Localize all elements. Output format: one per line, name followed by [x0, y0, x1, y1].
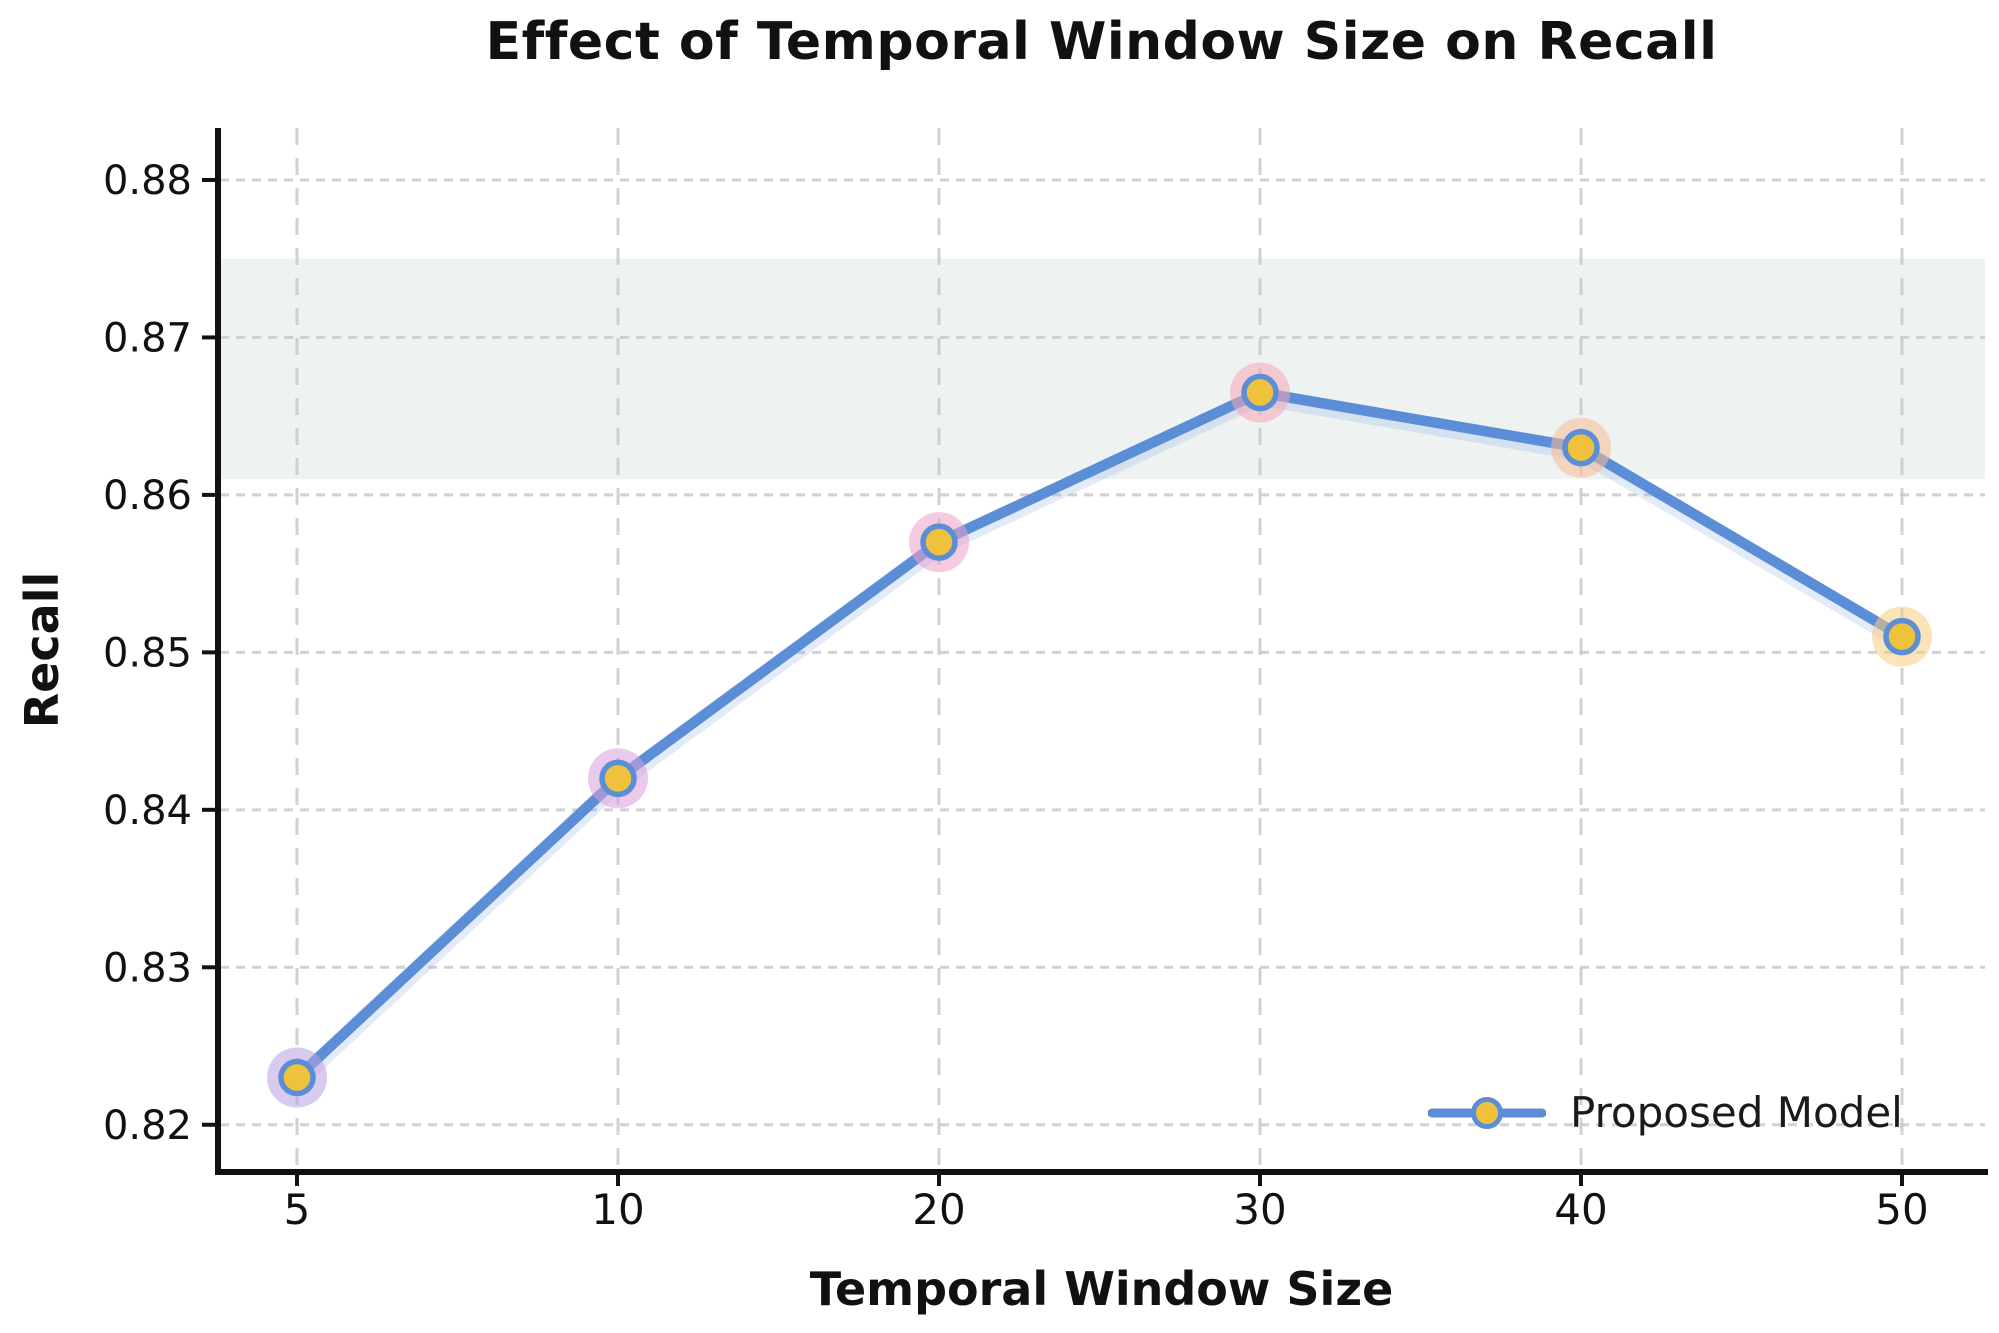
- x-tick-label: 50: [1875, 1185, 1928, 1234]
- y-tick-label: 0.83: [103, 945, 192, 991]
- x-tick-label: 10: [591, 1185, 644, 1234]
- x-axis-label: Temporal Window Size: [809, 1262, 1394, 1316]
- data-point-marker: [920, 523, 958, 561]
- legend: Proposed Model: [1428, 1082, 1903, 1144]
- data-point-marker: [599, 759, 637, 798]
- y-tick-label: 0.88: [103, 158, 192, 204]
- x-tick-label: 30: [1233, 1185, 1286, 1234]
- x-tick-label: 40: [1554, 1185, 1607, 1234]
- data-point-marker: [278, 1058, 316, 1097]
- x-tick-label: 5: [284, 1185, 311, 1234]
- y-tick-label: 0.82: [103, 1103, 192, 1149]
- highlight-band: [221, 258, 1985, 480]
- y-tick-label: 0.86: [103, 473, 192, 519]
- chart-title: Effect of Temporal Window Size on Recall: [485, 12, 1718, 72]
- y-tick-label: 0.84: [103, 788, 192, 834]
- series-line: [291, 387, 1908, 1083]
- legend-marker-icon: [1428, 1097, 1546, 1129]
- y-tick-label: 0.87: [103, 315, 192, 361]
- y-tick-label: 0.85: [103, 630, 192, 676]
- legend-label: Proposed Model: [1570, 1088, 1903, 1137]
- data-point-marker: [1562, 428, 1600, 467]
- x-tick-label: 20: [912, 1185, 965, 1234]
- data-point-marker: [1241, 373, 1279, 412]
- data-point-marker: [1883, 617, 1921, 656]
